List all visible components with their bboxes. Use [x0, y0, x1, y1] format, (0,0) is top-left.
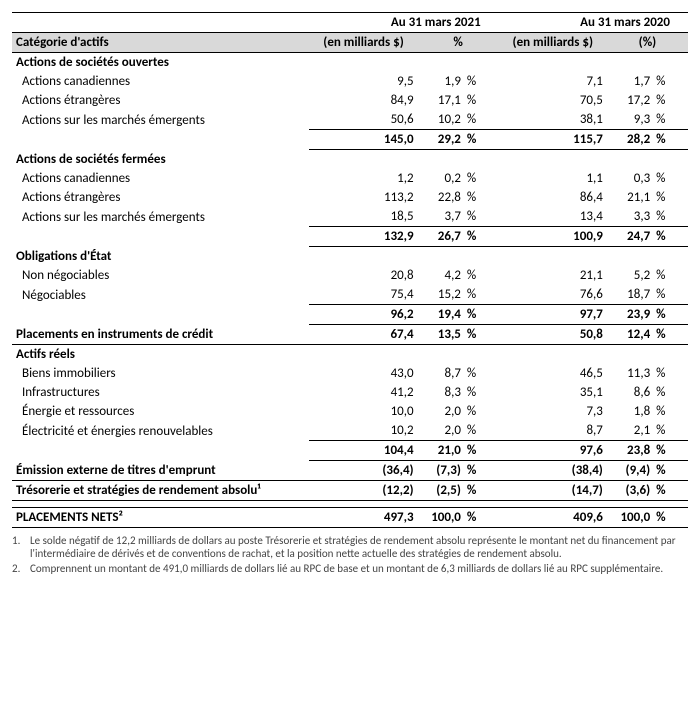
period-2-header: Au 31 mars 2020	[499, 13, 688, 33]
row-label: Non négociables	[12, 266, 309, 285]
row-label: Actions étrangères	[12, 188, 309, 207]
row-label: Négociables	[12, 285, 309, 305]
period-1-header: Au 31 mars 2021	[309, 13, 498, 33]
col-pct-1: %	[418, 33, 499, 53]
section-real-assets: Actifs réels	[12, 345, 688, 365]
col-amount-1: (en milliards $)	[309, 33, 417, 53]
col-pct-2: (%)	[607, 33, 688, 53]
footnote-2-num: 2.	[12, 562, 30, 575]
row-label: Électricité et énergies renouvelables	[12, 421, 309, 441]
subtotal-value: 145,0	[309, 130, 417, 150]
row-label: Actions canadiennes	[12, 169, 309, 188]
row-label: Actions étrangères	[12, 91, 309, 110]
footnote-1-num: 1.	[12, 534, 30, 560]
row-label: Énergie et ressources	[12, 402, 309, 421]
row-label: Actions sur les marchés émergents	[12, 207, 309, 227]
pct-symbol: %	[654, 72, 688, 91]
cell-pct: 1,9	[418, 72, 465, 91]
footnotes: 1. Le solde négatif de 12,2 milliards de…	[12, 534, 688, 575]
section-treasury: Trésorerie et stratégies de rendement ab…	[12, 481, 309, 501]
cell-value: 7,1	[499, 72, 607, 91]
section-private-eq: Actions de sociétés fermées	[12, 150, 688, 170]
section-public-eq: Actions de sociétés ouvertes	[12, 53, 688, 73]
section-net-placements: PLACEMENTS NETS²	[12, 508, 309, 528]
row-label: Actions canadiennes	[12, 72, 309, 91]
section-credit: Placements en instruments de crédit	[12, 325, 309, 345]
section-ext-debt: Émission externe de titres d'emprunt	[12, 461, 309, 481]
col-category: Catégorie d'actifs	[12, 33, 309, 53]
row-label: Infrastructures	[12, 383, 309, 402]
footnote-1-text: Le solde négatif de 12,2 milliards de do…	[30, 534, 688, 560]
cell-pct: 1,7	[607, 72, 654, 91]
pct-symbol: %	[465, 72, 499, 91]
row-label: Actions sur les marchés émergents	[12, 110, 309, 130]
col-amount-2: (en milliards $)	[499, 33, 607, 53]
asset-mix-table: Au 31 mars 2021 Au 31 mars 2020 Catégori…	[12, 12, 688, 528]
section-gov-bonds: Obligations d'État	[12, 247, 688, 267]
cell-value: 9,5	[309, 72, 417, 91]
row-label: Biens immobiliers	[12, 364, 309, 383]
footnote-2-text: Comprennent un montant de 491,0 milliard…	[30, 562, 688, 575]
